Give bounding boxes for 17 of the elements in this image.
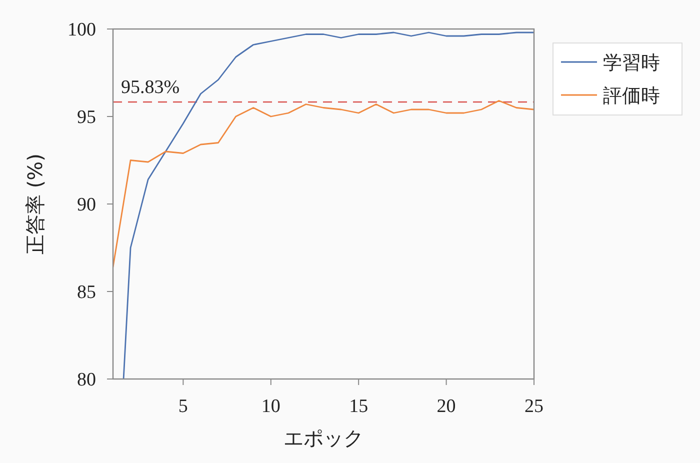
- line-series: [113, 100, 534, 268]
- legend-label: 学習時: [603, 52, 660, 74]
- x-tick-label: 5: [178, 396, 188, 417]
- ref-line-label: 95.83%: [121, 76, 180, 98]
- y-tick-label: 95: [77, 107, 96, 128]
- y-tick-label: 100: [68, 20, 96, 40]
- x-axis-title: エポック: [284, 426, 364, 450]
- y-axis-title: 正答率 (%): [23, 154, 47, 254]
- x-tick-label: 10: [261, 396, 280, 417]
- legend-label: 評価時: [603, 85, 660, 107]
- x-tick-label: 25: [524, 396, 544, 417]
- y-tick-label: 85: [77, 282, 96, 303]
- line-series: [122, 32, 534, 379]
- y-tick-label: 90: [77, 194, 96, 216]
- y-tick-label: 80: [77, 370, 96, 390]
- x-tick-label: 15: [349, 396, 368, 417]
- x-tick-label: 20: [436, 396, 456, 417]
